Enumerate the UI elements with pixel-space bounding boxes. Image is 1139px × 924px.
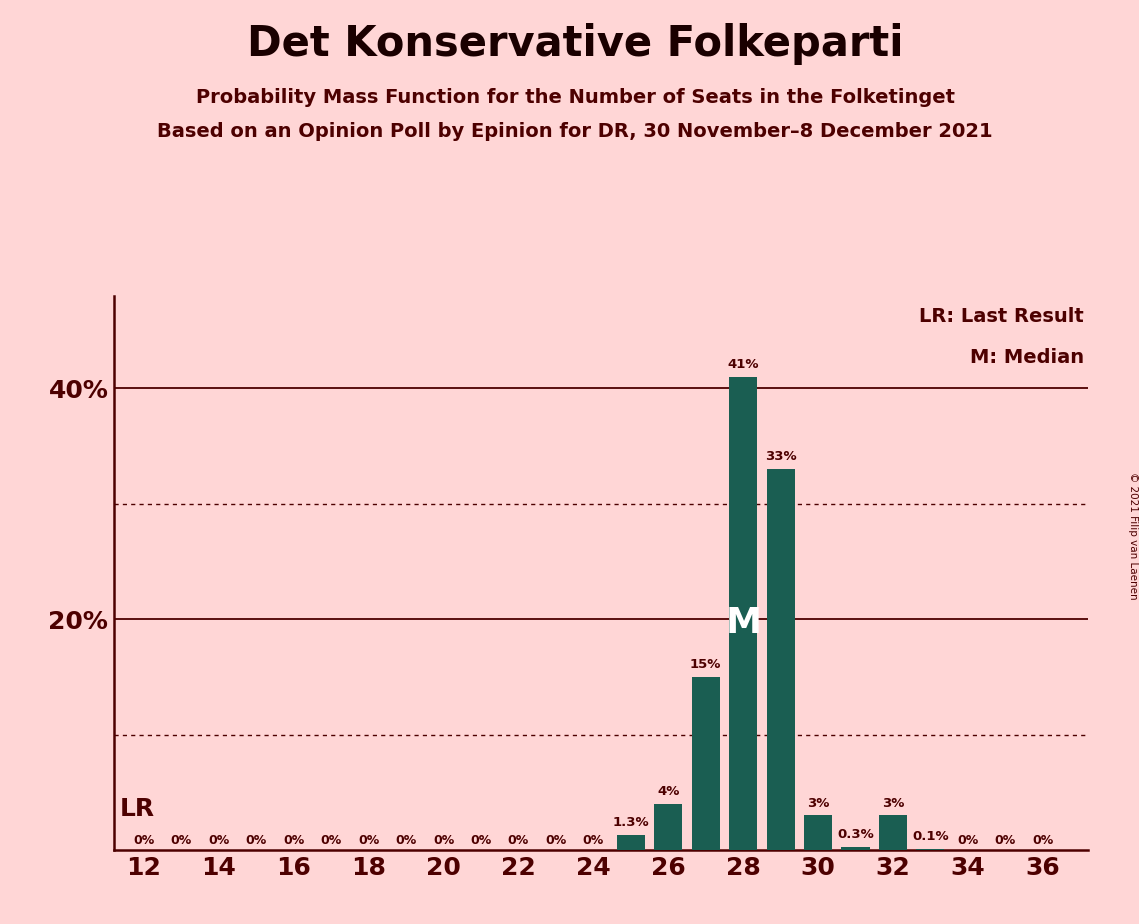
Text: © 2021 Filip van Laenen: © 2021 Filip van Laenen: [1129, 472, 1138, 600]
Text: 0%: 0%: [508, 833, 528, 846]
Text: 0%: 0%: [133, 833, 155, 846]
Text: 0%: 0%: [470, 833, 492, 846]
Bar: [767, 469, 795, 850]
Bar: [616, 835, 645, 850]
Text: 33%: 33%: [764, 450, 796, 463]
Text: Based on an Opinion Poll by Epinion for DR, 30 November–8 December 2021: Based on an Opinion Poll by Epinion for …: [157, 122, 993, 141]
Text: 0%: 0%: [1032, 833, 1054, 846]
Text: 0%: 0%: [433, 833, 454, 846]
Text: 1.3%: 1.3%: [613, 816, 649, 830]
Bar: [729, 377, 757, 850]
Text: 0%: 0%: [957, 833, 978, 846]
Text: Det Konservative Folkeparti: Det Konservative Folkeparti: [247, 23, 903, 65]
Text: 0%: 0%: [320, 833, 342, 846]
Bar: [917, 849, 944, 850]
Text: LR: Last Result: LR: Last Result: [919, 308, 1084, 326]
Text: 15%: 15%: [690, 658, 721, 671]
Text: M: Median: M: Median: [970, 347, 1084, 367]
Text: 0.3%: 0.3%: [837, 828, 874, 841]
Text: 0%: 0%: [208, 833, 229, 846]
Text: 0%: 0%: [546, 833, 566, 846]
Bar: [879, 816, 907, 850]
Text: 3%: 3%: [806, 796, 829, 809]
Text: 0%: 0%: [994, 833, 1016, 846]
Bar: [804, 816, 833, 850]
Text: M: M: [726, 606, 761, 639]
Text: LR: LR: [120, 797, 155, 821]
Text: 0%: 0%: [358, 833, 379, 846]
Text: 4%: 4%: [657, 785, 680, 798]
Bar: [691, 676, 720, 850]
Text: Probability Mass Function for the Number of Seats in the Folketinget: Probability Mass Function for the Number…: [196, 88, 954, 107]
Text: 0.1%: 0.1%: [912, 830, 949, 843]
Text: 0%: 0%: [284, 833, 304, 846]
Text: 3%: 3%: [882, 796, 904, 809]
Text: 0%: 0%: [246, 833, 267, 846]
Bar: [842, 846, 869, 850]
Text: 0%: 0%: [583, 833, 604, 846]
Text: 0%: 0%: [171, 833, 192, 846]
Bar: [654, 804, 682, 850]
Text: 0%: 0%: [395, 833, 417, 846]
Text: 41%: 41%: [728, 358, 759, 371]
